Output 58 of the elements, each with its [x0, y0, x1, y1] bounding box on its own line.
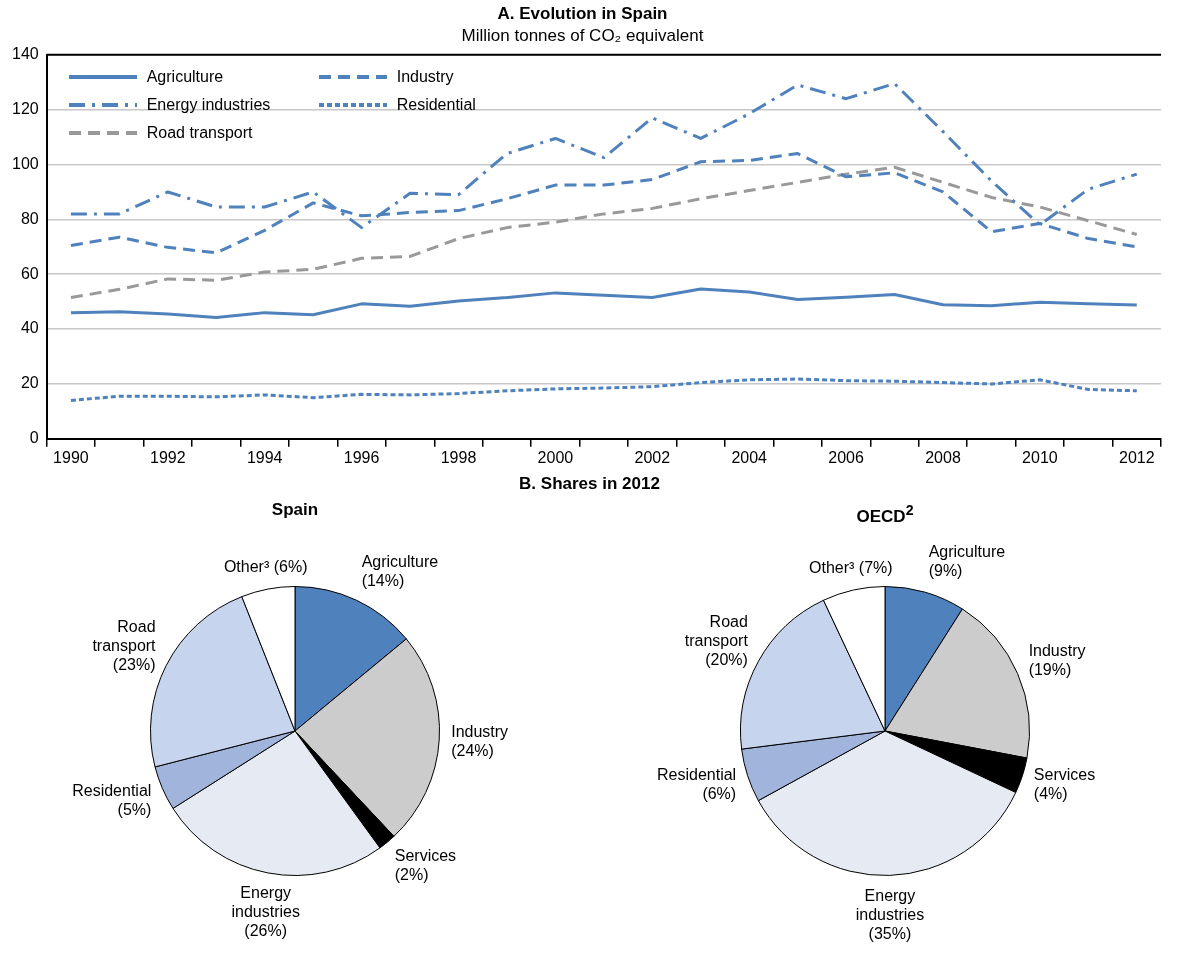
data-label: (4%) — [1033, 785, 1068, 803]
x-tick-label: 2000 — [537, 448, 574, 466]
slice-label: Energy industries — [855, 887, 925, 924]
data-label: (23%) — [112, 656, 156, 674]
slice-label: Road transport — [684, 613, 749, 650]
x-tick-label: 2008 — [925, 448, 961, 466]
slice-label: Industry — [451, 722, 509, 740]
x-tick-label: 2006 — [828, 448, 864, 466]
slice-label: Services — [394, 847, 457, 865]
slice-label: Residential — [72, 781, 152, 799]
data-label: (2%) — [394, 866, 429, 884]
slice-label: Other³ (7%) — [809, 559, 893, 577]
line-series — [69, 165, 1139, 300]
legend-label: Industry — [396, 67, 454, 86]
data-label: (14%) — [361, 572, 405, 590]
chart-title: Spain — [270, 499, 320, 521]
data-label: (19%) — [1028, 661, 1072, 679]
data-label: (5%) — [117, 800, 152, 818]
legend-label: Residential — [396, 95, 476, 114]
data-label: (20%) — [705, 651, 748, 669]
slice-label: Agriculture — [928, 543, 1006, 561]
y-tick-label: 20 — [20, 374, 39, 392]
slice-label: Energy industries — [231, 884, 300, 921]
data-label: (9%) — [928, 562, 963, 580]
line-series — [69, 377, 1139, 402]
chart-subtitle: Million tonnes of CO₂ equivalent — [461, 26, 704, 46]
chart-title: A. Evolution in Spain — [497, 3, 668, 23]
x-tick-label: 1990 — [53, 448, 89, 466]
slice-label: Services — [1033, 766, 1096, 784]
data-label: (26%) — [244, 922, 288, 940]
data-label: (6%) — [702, 785, 737, 803]
x-tick-label: 2002 — [634, 448, 671, 466]
x-tick-label: 2004 — [731, 448, 768, 466]
legend-label: Road transport — [146, 123, 253, 142]
slice-label: Industry — [1028, 642, 1086, 660]
y-tick-label: 80 — [20, 209, 39, 227]
data-label: (24%) — [451, 741, 494, 759]
y-tick-label: 100 — [11, 154, 39, 172]
slice-label: Agriculture — [361, 553, 439, 571]
y-tick-label: 120 — [11, 100, 39, 118]
slice-label: Residential — [657, 766, 737, 784]
legend-label: Energy industries — [146, 95, 271, 114]
slice-label: Road transport — [92, 618, 157, 655]
y-tick-label: 60 — [20, 264, 39, 282]
x-tick-label: 2010 — [1022, 448, 1058, 466]
data-label: (35%) — [868, 925, 912, 943]
chart-title: OECD$^{2}$ — [855, 501, 915, 526]
x-tick-label: 1996 — [343, 448, 380, 466]
y-tick-label: 140 — [11, 45, 39, 63]
x-tick-label: 1994 — [246, 448, 283, 466]
slice-label: Other³ (6%) — [223, 558, 308, 576]
x-tick-label: 2012 — [1118, 448, 1155, 466]
text: B. Shares in 2012 — [518, 474, 661, 494]
x-tick-label: 1998 — [440, 448, 477, 466]
y-tick-label: 0 — [29, 429, 39, 447]
legend-label: Agriculture — [146, 67, 224, 86]
x-tick-label: 1992 — [150, 448, 186, 466]
y-tick-label: 40 — [20, 319, 39, 337]
